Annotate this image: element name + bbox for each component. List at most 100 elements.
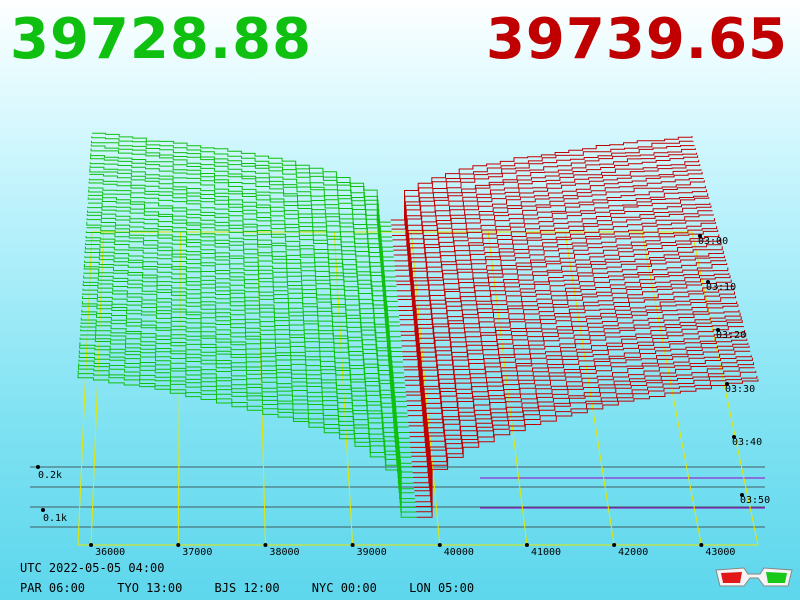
ask-depth-line (390, 136, 693, 221)
bid-depth-line (90, 148, 393, 242)
ask-depth-line (401, 234, 720, 342)
price-tick-dot (524, 543, 529, 547)
tz-bjs: BJS 12:00 (214, 581, 280, 595)
bid-depth-line (89, 162, 394, 258)
ask-depth-line (407, 295, 737, 417)
grid-price-line (177, 231, 181, 546)
price-tick-dot (437, 543, 442, 547)
time-tick-label: 03:00 (698, 236, 728, 247)
ask-depth-line (415, 367, 755, 503)
bid-price: 39728.88 (10, 7, 313, 72)
ask-depth-line (409, 312, 741, 438)
time-tick-label: 03:40 (732, 437, 762, 448)
bid-depth-line (87, 194, 398, 298)
bid-depth-line (91, 140, 392, 232)
bid-depth-line (79, 342, 414, 479)
ask-depth-line (409, 309, 740, 433)
ask-depth-line (406, 279, 732, 396)
ask-depth-line (410, 320, 743, 448)
price-tick-label: 36000 (95, 547, 125, 558)
bid-depth-line (85, 240, 403, 352)
bid-depth-line (90, 144, 393, 238)
ask-depth-line (397, 202, 711, 300)
bid-depth-line (86, 218, 400, 327)
ask-depth-line (393, 159, 700, 251)
ask-depth-line (408, 301, 738, 423)
time-tick-dot (706, 280, 710, 284)
grid-price-line (90, 231, 105, 546)
ask-depth-line (415, 370, 757, 507)
price-tick-dot (699, 543, 704, 547)
bid-depth-line (83, 275, 407, 398)
time-tick-dot (732, 435, 736, 439)
bid-depth-line (84, 246, 403, 363)
ask-depth-line (403, 255, 725, 368)
ask-depth-line (404, 267, 729, 381)
tz-tyo: TYO 13:00 (117, 581, 183, 595)
tz-par: PAR 06:00 (20, 581, 86, 595)
bid-depth-line (90, 153, 393, 248)
ask-depth-line (392, 148, 696, 236)
price-tick-label: 40000 (444, 547, 474, 558)
time-tick-dot (698, 234, 702, 238)
volume-tick-label: 0.1k (43, 513, 67, 524)
3d-glasses-icon[interactable] (714, 560, 794, 590)
ask-depth-line (411, 330, 746, 457)
bid-depth-line (83, 267, 406, 389)
ask-depth-line (398, 205, 712, 307)
ask-depth-line (413, 350, 751, 484)
ask-depth-line (414, 357, 753, 492)
ask-depth-line (416, 375, 758, 513)
volume-tick-dot (41, 508, 45, 512)
bid-depth-line (85, 231, 402, 342)
price-tick-dot (263, 543, 268, 547)
bid-depth-line (85, 243, 403, 358)
ask-depth-line (394, 169, 702, 262)
ask-depth-line (394, 171, 703, 267)
bid-depth-line (87, 206, 399, 312)
volume-tick-dot (36, 465, 40, 469)
grid-left-edge (77, 231, 93, 546)
ask-depth-line (395, 178, 704, 271)
ask-depth-line (414, 362, 754, 497)
time-tick-label: 03:50 (740, 495, 770, 506)
ask-depth-line (407, 287, 734, 406)
tz-lon: LON 05:00 (409, 581, 475, 595)
ask-depth-line (410, 316, 742, 443)
bid-depth-line (77, 374, 417, 518)
volume-tick-label: 0.2k (38, 470, 62, 481)
grid-right-edge (691, 231, 759, 546)
price-tick-label: 41000 (531, 547, 561, 558)
bid-depth-line (88, 181, 396, 282)
ask-depth-line (398, 210, 713, 311)
ask-depth-line (412, 342, 749, 474)
ask-depth-line (395, 180, 705, 277)
bid-depth-line (82, 296, 409, 423)
price-tick-label: 37000 (182, 547, 212, 558)
ask-depth-line (403, 259, 727, 371)
bid-depth-line (88, 186, 397, 287)
ask-price: 39739.65 (485, 7, 788, 72)
bid-depth-line (90, 156, 394, 252)
price-tick-dot (176, 543, 181, 547)
ask-depth-line (397, 197, 710, 297)
time-tick-label: 03:30 (725, 384, 755, 395)
ask-depth-line (400, 222, 716, 326)
ask-depth-line (393, 155, 699, 247)
price-tick-dot (89, 543, 94, 547)
ask-depth-line (416, 379, 759, 518)
ask-depth-line (413, 345, 750, 478)
bid-depth-line (88, 178, 396, 278)
tz-nyc: NYC 00:00 (311, 581, 377, 595)
time-tick-label: 03:10 (706, 282, 736, 293)
ask-depth-line (405, 275, 731, 393)
ask-depth-line (400, 226, 718, 333)
ask-depth-line (402, 242, 722, 353)
ask-depth-line (391, 145, 695, 230)
price-tick-label: 42000 (618, 547, 648, 558)
bid-depth-line (89, 165, 395, 262)
price-tick-label: 43000 (705, 547, 735, 558)
ask-depth-line (411, 333, 747, 463)
ask-depth-line (405, 273, 730, 386)
